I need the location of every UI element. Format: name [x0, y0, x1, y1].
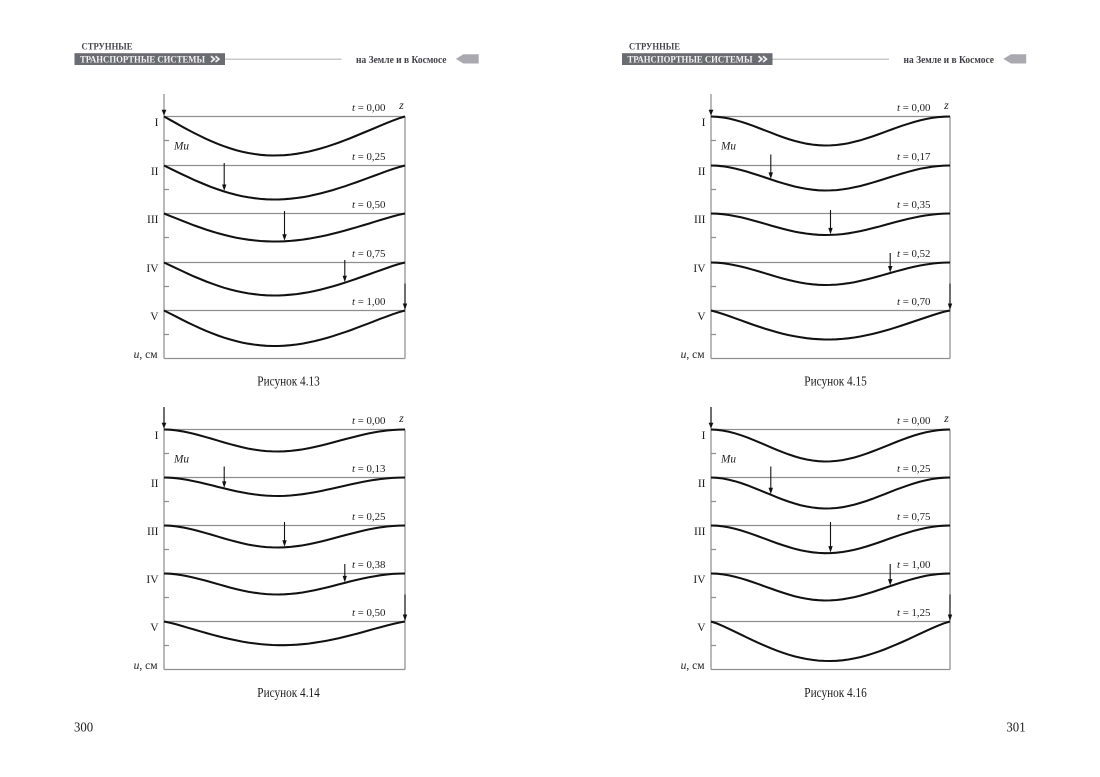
- svg-text:t = 0,50: t = 0,50: [352, 607, 386, 619]
- svg-text:t = 0,75: t = 0,75: [352, 248, 386, 260]
- svg-text:t = 0,50: t = 0,50: [352, 199, 386, 211]
- svg-text:I: I: [155, 117, 159, 129]
- svg-text:u, см: u, см: [134, 349, 159, 361]
- svg-text:t = 0,13: t = 0,13: [352, 463, 386, 475]
- svg-text:t = 0,25: t = 0,25: [352, 511, 386, 523]
- svg-text:t = 0,00: t = 0,00: [897, 415, 931, 427]
- svg-text:t = 1,25: t = 1,25: [897, 607, 931, 619]
- svg-text:z: z: [398, 411, 404, 425]
- svg-text:V: V: [150, 622, 159, 634]
- svg-text:Рисунок 4.13: Рисунок 4.13: [257, 375, 320, 390]
- svg-text:t = 0,75: t = 0,75: [897, 511, 931, 523]
- svg-text:Ми: Ми: [173, 139, 189, 153]
- svg-text:t = 0,70: t = 0,70: [897, 296, 931, 308]
- svg-text:III: III: [694, 526, 706, 538]
- svg-text:II: II: [151, 478, 159, 490]
- svg-text:t = 0,52: t = 0,52: [897, 248, 931, 260]
- svg-text:u, см: u, см: [134, 660, 159, 672]
- svg-text:Рисунок 4.15: Рисунок 4.15: [804, 375, 867, 390]
- svg-text:t = 0,00: t = 0,00: [352, 415, 386, 427]
- svg-text:u, см: u, см: [681, 349, 706, 361]
- svg-text:ТРАНСПОРТНЫЕ СИСТЕМЫ: ТРАНСПОРТНЫЕ СИСТЕМЫ: [628, 56, 754, 66]
- svg-text:t = 1,00: t = 1,00: [897, 559, 931, 571]
- svg-text:z: z: [943, 411, 949, 425]
- svg-text:t = 0,38: t = 0,38: [352, 559, 386, 571]
- svg-text:III: III: [694, 214, 706, 226]
- svg-text:V: V: [697, 622, 706, 634]
- svg-text:u, см: u, см: [681, 660, 706, 672]
- svg-text:на Земле и в Космосе: на Земле и в Космосе: [904, 55, 995, 66]
- svg-text:на Земле и в Космосе: на Земле и в Космосе: [356, 55, 447, 66]
- svg-text:V: V: [697, 311, 706, 323]
- svg-text:I: I: [702, 430, 706, 442]
- svg-text:Ми: Ми: [720, 139, 736, 153]
- svg-text:III: III: [147, 526, 159, 538]
- svg-text:IV: IV: [146, 263, 159, 275]
- svg-text:t = 0,00: t = 0,00: [897, 102, 931, 114]
- svg-text:Ми: Ми: [173, 452, 189, 466]
- svg-text:ТРАНСПОРТНЫЕ СИСТЕМЫ: ТРАНСПОРТНЫЕ СИСТЕМЫ: [80, 56, 206, 66]
- svg-text:t = 0,00: t = 0,00: [352, 102, 386, 114]
- svg-text:t = 1,00: t = 1,00: [352, 296, 386, 308]
- svg-text:t = 0,25: t = 0,25: [897, 463, 931, 475]
- svg-text:t = 0,25: t = 0,25: [352, 151, 386, 163]
- svg-text:IV: IV: [693, 263, 706, 275]
- svg-text:Ми: Ми: [720, 452, 736, 466]
- svg-text:СТРУННЫЕ: СТРУННЫЕ: [629, 42, 680, 52]
- svg-text:300: 300: [74, 720, 93, 735]
- svg-text:СТРУННЫЕ: СТРУННЫЕ: [82, 42, 133, 52]
- svg-text:III: III: [147, 214, 159, 226]
- svg-text:z: z: [943, 98, 949, 112]
- svg-text:Рисунок 4.14: Рисунок 4.14: [257, 686, 320, 701]
- svg-text:I: I: [702, 117, 706, 129]
- svg-text:II: II: [151, 166, 159, 178]
- svg-text:IV: IV: [693, 574, 706, 586]
- svg-text:II: II: [698, 166, 706, 178]
- svg-text:V: V: [150, 311, 159, 323]
- svg-text:t = 0,17: t = 0,17: [897, 151, 931, 163]
- svg-text:z: z: [398, 98, 404, 112]
- svg-text:II: II: [698, 478, 706, 490]
- svg-text:301: 301: [1006, 720, 1025, 735]
- svg-text:IV: IV: [146, 574, 159, 586]
- svg-text:Рисунок 4.16: Рисунок 4.16: [804, 686, 867, 701]
- svg-text:I: I: [155, 430, 159, 442]
- svg-text:t = 0,35: t = 0,35: [897, 199, 931, 211]
